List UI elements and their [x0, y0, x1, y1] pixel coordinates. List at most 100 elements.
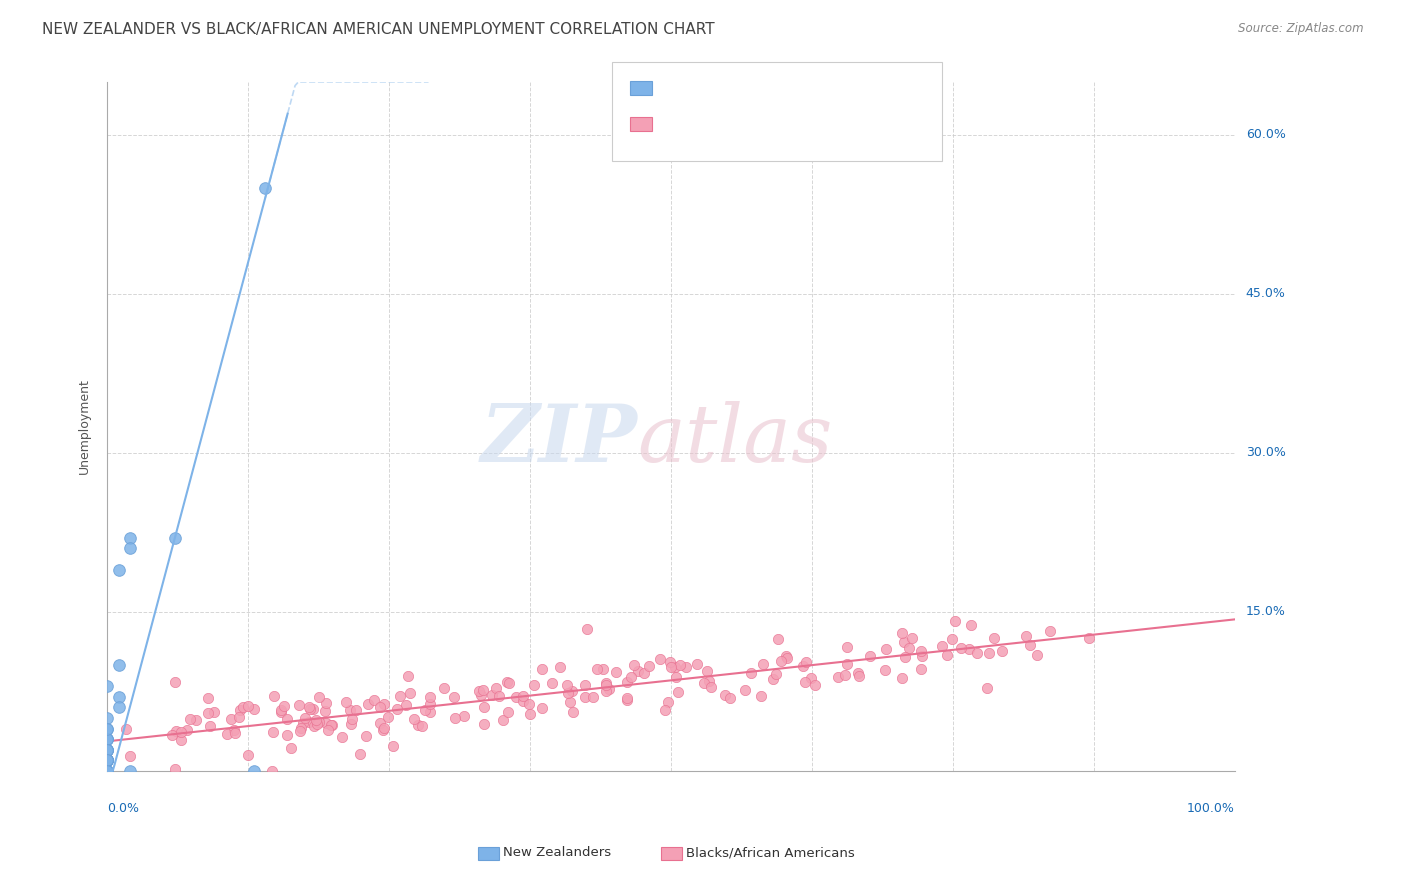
Point [498, 676, 520, 690]
Point [740, 665, 762, 680]
Point [335, 695, 357, 709]
Point [433, 681, 456, 695]
Point [598, 681, 620, 696]
Point [118, 749, 141, 764]
Point [561, 684, 583, 698]
Point [357, 698, 380, 712]
Point [990, 644, 1012, 658]
Point [373, 697, 395, 711]
Point [96, 764, 118, 778]
Point [184, 713, 207, 727]
Point [176, 723, 198, 738]
Point [512, 690, 534, 704]
Point [377, 710, 399, 724]
Point [107, 690, 129, 704]
Point [517, 697, 540, 711]
Point [224, 725, 246, 739]
Text: 30.0%: 30.0% [1246, 447, 1285, 459]
Point [595, 678, 617, 692]
Point [96, 732, 118, 747]
Point [548, 659, 571, 673]
Point [1039, 624, 1062, 638]
Point [314, 704, 336, 718]
Point [496, 675, 519, 690]
Point [197, 690, 219, 705]
Point [800, 671, 823, 685]
Point [950, 640, 973, 655]
Point [398, 669, 420, 683]
Point [693, 676, 716, 690]
Point [107, 658, 129, 673]
Point [931, 640, 953, 654]
Point [96, 764, 118, 778]
Point [592, 662, 614, 676]
Point [897, 640, 920, 655]
Point [685, 657, 707, 672]
Point [419, 690, 441, 704]
Point [280, 740, 302, 755]
Point [1025, 648, 1047, 662]
Point [219, 712, 242, 726]
Point [413, 703, 436, 717]
Point [623, 657, 645, 672]
Point [198, 719, 221, 733]
Point [305, 713, 328, 727]
Point [263, 689, 285, 703]
Point [96, 764, 118, 778]
Point [308, 715, 330, 730]
Point [960, 618, 983, 632]
Point [299, 702, 322, 716]
Point [163, 675, 186, 690]
Point [197, 706, 219, 720]
Point [562, 706, 585, 720]
Point [837, 657, 859, 671]
Point [762, 673, 785, 687]
Point [977, 646, 1000, 660]
Point [485, 681, 508, 695]
Point [308, 690, 330, 704]
Point [236, 698, 259, 713]
Point [1019, 638, 1042, 652]
Point [859, 648, 882, 663]
Point [96, 753, 118, 767]
Point [118, 541, 141, 556]
Text: 35: 35 [804, 81, 824, 95]
Point [96, 743, 118, 757]
Point [302, 719, 325, 733]
Point [848, 669, 870, 683]
Point [665, 670, 688, 684]
Point [232, 700, 254, 714]
Point [243, 764, 266, 778]
Point [605, 665, 627, 679]
Point [765, 667, 787, 681]
Point [910, 643, 932, 657]
Point [531, 662, 554, 676]
Text: Source: ZipAtlas.com: Source: ZipAtlas.com [1239, 22, 1364, 36]
Point [276, 713, 298, 727]
Point [96, 743, 118, 757]
Point [270, 702, 292, 716]
Point [388, 690, 411, 704]
Point [370, 716, 392, 731]
Text: 0.0%: 0.0% [107, 802, 139, 814]
Point [294, 711, 316, 725]
Point [957, 641, 980, 656]
Point [262, 725, 284, 739]
Point [96, 743, 118, 757]
Point [444, 710, 467, 724]
Point [574, 678, 596, 692]
Point [576, 623, 599, 637]
Point [893, 635, 915, 649]
Point [472, 683, 495, 698]
Point [585, 662, 607, 676]
Point [531, 700, 554, 714]
Text: N =: N = [766, 117, 797, 131]
Point [96, 753, 118, 767]
Point [242, 701, 264, 715]
Point [453, 709, 475, 723]
Point [163, 531, 186, 545]
Text: 0.762: 0.762 [700, 81, 744, 95]
Point [373, 721, 395, 735]
Point [519, 707, 541, 722]
Point [557, 686, 579, 700]
